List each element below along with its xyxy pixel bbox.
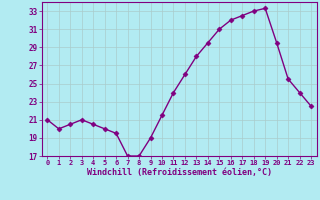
X-axis label: Windchill (Refroidissement éolien,°C): Windchill (Refroidissement éolien,°C): [87, 168, 272, 177]
